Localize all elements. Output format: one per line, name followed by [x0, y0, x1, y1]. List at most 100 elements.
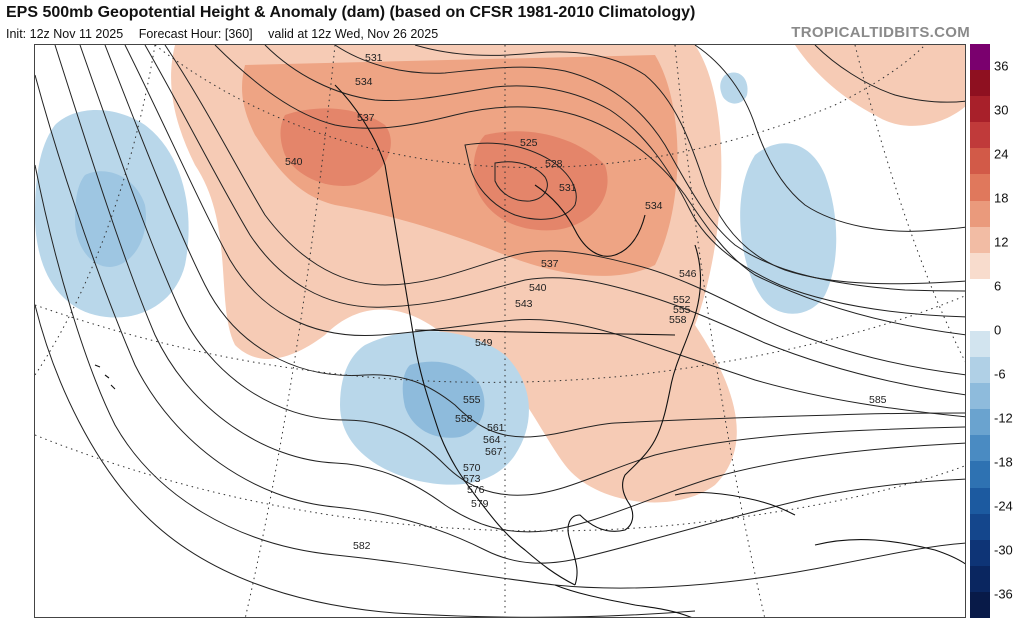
contour-line: [334, 45, 965, 292]
colorbar-segment: [970, 96, 990, 123]
map-subtitle: Init: 12z Nov 11 2025 Forecast Hour: [36…: [6, 27, 450, 41]
contour-label: 540: [529, 282, 547, 294]
anomaly-colorbar: [970, 44, 990, 619]
colorbar-segment: [970, 44, 990, 71]
contour-line: [164, 45, 965, 376]
colorbar-segment: [970, 565, 990, 593]
coastline-cuba: [674, 492, 796, 516]
contour-label: 534: [645, 200, 663, 212]
brand-watermark: TROPICALTIDBITS.COM: [791, 24, 970, 41]
coastline-hudson-bay: [534, 184, 646, 257]
contour-label: 531: [365, 52, 383, 64]
colorbar-tick: 30: [994, 102, 1009, 118]
colorbar-segment: [970, 226, 990, 254]
contour-label: 540: [285, 156, 303, 168]
contour-label: 579: [471, 498, 489, 510]
map-panel: 531 534 537 540 525 528 531 534 537 540 …: [34, 44, 966, 618]
height-contours: [35, 45, 965, 617]
coastline-east-north-america: [567, 244, 701, 586]
colorbar-tick: -24: [994, 498, 1013, 514]
colorbar-tick: 36: [994, 58, 1009, 74]
colorbar-segment: [970, 383, 990, 410]
contour-label: 528: [545, 158, 563, 170]
contour-label: 531: [559, 182, 577, 194]
contour-line: [35, 304, 696, 617]
colorbar-segment: [970, 304, 990, 332]
colorbar-segment: [970, 70, 990, 97]
contour-label: 543: [515, 298, 533, 310]
colorbar-segment: [970, 122, 990, 149]
contour-line: [214, 45, 965, 336]
colorbar-segment: [970, 591, 990, 619]
contour-label: 585: [869, 394, 887, 406]
colorbar-segment: [970, 409, 990, 436]
anomaly-region-greenland-low: [720, 72, 748, 104]
us-canada-border: [414, 329, 676, 336]
contour-label: 555: [463, 394, 481, 406]
colorbar-tick: -6: [994, 366, 1006, 382]
coastline-hawaii: [94, 364, 116, 390]
colorbar-segment: [970, 252, 990, 280]
valid-time: valid at 12z Wed, Nov 26 2025: [268, 27, 439, 41]
contour-label: 564: [483, 434, 501, 446]
colorbar-segment: [970, 435, 990, 462]
contour-label: 537: [357, 112, 375, 124]
contour-label: 555: [673, 304, 691, 316]
colorbar-tick: -30: [994, 542, 1013, 558]
contour-line: [54, 45, 965, 533]
contour-label: 561: [487, 422, 505, 434]
colorbar-tick: 12: [994, 234, 1009, 250]
contour-label: 558: [455, 413, 473, 425]
contour-line: [144, 45, 965, 396]
contour-label: 558: [669, 314, 687, 326]
contour-labels: 531 534 537 540 525 528 531 534 537 540 …: [285, 52, 887, 552]
contour-line: [35, 164, 965, 589]
contour-label: 537: [541, 258, 559, 270]
contour-line: [79, 45, 965, 496]
coastlines: [94, 84, 965, 617]
colorbar-segment: [970, 331, 990, 358]
contour-label: 582: [353, 540, 371, 552]
contour-label: 546: [679, 268, 697, 280]
colorbar-segment: [970, 278, 990, 306]
contour-line: [264, 45, 965, 318]
contour-line: [464, 142, 577, 220]
contour-label: 570: [463, 462, 481, 474]
contour-label: 567: [485, 446, 503, 458]
contour-label: 573: [463, 473, 481, 485]
contour-label: 525: [520, 137, 538, 149]
colorbar-segment: [970, 357, 990, 384]
coastline-south-america: [814, 539, 965, 565]
colorbar-segment: [970, 200, 990, 228]
anomaly-region-northeast-pacific: [795, 45, 965, 126]
contour-label: 549: [475, 337, 493, 349]
colorbar-tick: -12: [994, 410, 1013, 426]
contour-line: [814, 45, 965, 103]
map-canvas: 531 534 537 540 525 528 531 534 537 540 …: [35, 45, 965, 617]
anomaly-region-atlantic-trough: [740, 143, 837, 314]
colorbar-segment: [970, 148, 990, 175]
contour-line: [104, 45, 965, 438]
contour-label: 534: [355, 76, 373, 88]
latitude-line: [154, 45, 926, 168]
contour-line: [124, 45, 965, 418]
colorbar-tick: 24: [994, 146, 1009, 162]
contour-line: [414, 45, 965, 285]
colorbar-tick: 18: [994, 190, 1009, 206]
coastline-central-america: [554, 584, 692, 617]
contour-line: [35, 74, 965, 564]
map-title: EPS 500mb Geopotential Height & Anomaly …: [6, 4, 696, 21]
contour-label: 576: [467, 484, 485, 496]
colorbar-segment: [970, 174, 990, 202]
colorbar-segment: [970, 513, 990, 541]
contour-label: 552: [673, 294, 691, 306]
anomaly-region-pacific-trough-core: [75, 171, 146, 267]
colorbar-segment: [970, 461, 990, 489]
longitude-line: [854, 45, 965, 363]
colorbar-tick: 0: [994, 322, 1002, 338]
colorbar-tick: 6: [994, 278, 1002, 294]
forecast-hour: Forecast Hour: [360]: [138, 27, 253, 41]
colorbar-tick: -36: [994, 586, 1013, 602]
coastline-west-north-america: [334, 84, 576, 586]
colorbar-segment: [970, 487, 990, 515]
